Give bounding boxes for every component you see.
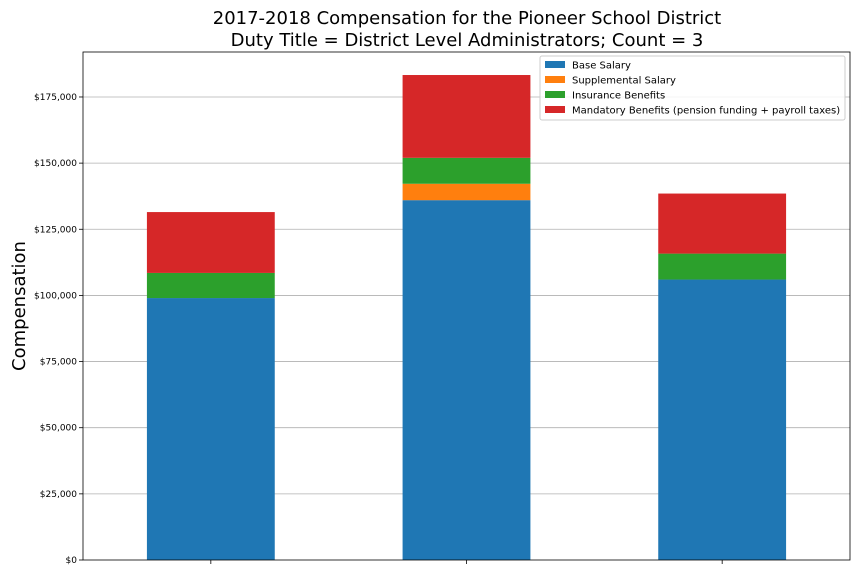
legend-label: Supplemental Salary <box>572 76 676 87</box>
bar-segment <box>658 253 787 280</box>
legend-swatch <box>545 91 565 98</box>
bar-segment <box>402 200 531 560</box>
legend-swatch <box>545 76 565 83</box>
y-axis-label: Compensation <box>9 241 30 371</box>
bar-segment <box>146 298 275 560</box>
y-tick-label: $50,000 <box>40 424 77 434</box>
chart-title: 2017-2018 Compensation for the Pioneer S… <box>212 8 722 29</box>
legend-box <box>539 55 846 121</box>
legend-label: Insurance Benefits <box>572 91 665 102</box>
bar-segment <box>402 157 531 184</box>
y-tick-label: $100,000 <box>34 291 77 301</box>
bar-segment <box>402 75 531 158</box>
y-tick-label: $25,000 <box>40 490 77 500</box>
bar-segment <box>146 272 275 299</box>
bar-segment <box>402 183 531 201</box>
legend-swatch <box>545 61 565 68</box>
bar-segment <box>146 212 275 273</box>
legend-label: Mandatory Benefits (pension funding + pa… <box>572 106 840 117</box>
y-tick-label: $0 <box>66 556 78 566</box>
y-tick-label: $75,000 <box>40 358 77 368</box>
bar-segment <box>658 193 787 254</box>
chart-subtitle: Duty Title = District Level Administrato… <box>230 30 704 51</box>
y-tick-label: $125,000 <box>34 225 77 235</box>
y-tick-label: $175,000 <box>34 93 77 103</box>
bar-segment <box>658 279 787 560</box>
y-tick-label: $150,000 <box>34 159 77 169</box>
plot-frame <box>82 51 851 561</box>
legend-swatch <box>545 106 565 113</box>
legend-label: Base Salary <box>572 61 631 72</box>
